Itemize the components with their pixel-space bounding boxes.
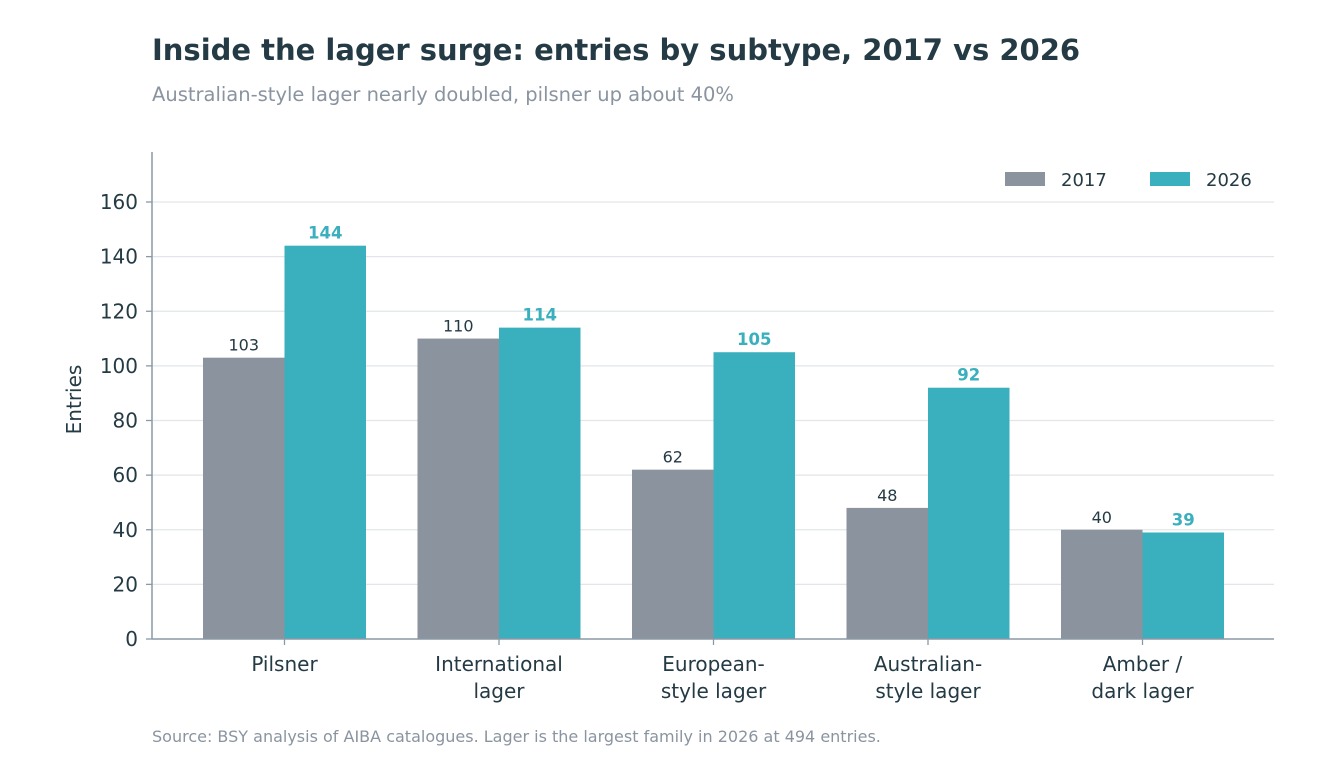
- data-label-2026: 105: [737, 330, 771, 349]
- data-label-2017: 48: [877, 486, 897, 505]
- data-labels: 103 144 110 114 62 105 48 92 40 39: [228, 224, 1194, 530]
- data-label-2026: 144: [308, 224, 342, 243]
- x-tick-label: European-style lager: [661, 652, 767, 703]
- legend-label-2026: 2026: [1206, 170, 1252, 191]
- x-tick-label: Australian-style lager: [874, 652, 982, 703]
- data-label-2017: 40: [1092, 508, 1112, 527]
- chart-subtitle: Australian-style lager nearly doubled, p…: [152, 83, 734, 106]
- bars: [203, 245, 1224, 639]
- data-label-2026: 39: [1172, 510, 1195, 529]
- legend-label-2017: 2017: [1061, 170, 1107, 191]
- y-tick-label: 160: [100, 190, 138, 214]
- legend: 2017 2026: [1005, 170, 1252, 191]
- y-tick-label: 140: [100, 245, 138, 269]
- bar-2017: [846, 507, 928, 639]
- y-tick-label: 100: [100, 354, 138, 378]
- chart-title: Inside the lager surge: entries by subty…: [152, 33, 1081, 67]
- bar-2017: [203, 357, 285, 639]
- x-tick-label: Pilsner: [251, 652, 318, 676]
- bar-2026: [499, 327, 581, 639]
- bar-2017: [417, 338, 499, 639]
- axes: 0 20 40 60 80 100 120 140 160 Entries Pilsner Inter…: [62, 152, 1274, 703]
- legend-swatch-2026: [1150, 172, 1190, 186]
- y-axis-label: Entries: [62, 365, 86, 435]
- y-tick-label: 40: [113, 518, 138, 542]
- x-tick-label: Amber / dark lager: [1091, 652, 1194, 703]
- data-label-2026: 114: [523, 306, 557, 325]
- data-label-2017: 110: [443, 317, 474, 336]
- y-tick-label: 80: [113, 409, 138, 433]
- x-tick-label: International lager: [435, 652, 563, 703]
- bar-2026: [713, 352, 795, 639]
- y-tick-label: 60: [113, 463, 138, 487]
- y-tick-label: 120: [100, 299, 138, 323]
- legend-swatch-2017: [1005, 172, 1045, 186]
- data-label-2017: 62: [663, 448, 683, 467]
- y-tick-label: 20: [113, 572, 138, 596]
- data-label-2026: 92: [957, 366, 980, 385]
- y-tick-label: 0: [125, 627, 138, 651]
- source-note: Source: BSY analysis of AIBA catalogues.…: [152, 727, 881, 746]
- bar-2017: [632, 469, 714, 639]
- bar-2026: [1142, 532, 1224, 639]
- bar-2026: [928, 387, 1010, 639]
- data-label-2017: 103: [228, 336, 259, 355]
- bar-2017: [1061, 529, 1143, 639]
- bar-2026: [284, 245, 366, 639]
